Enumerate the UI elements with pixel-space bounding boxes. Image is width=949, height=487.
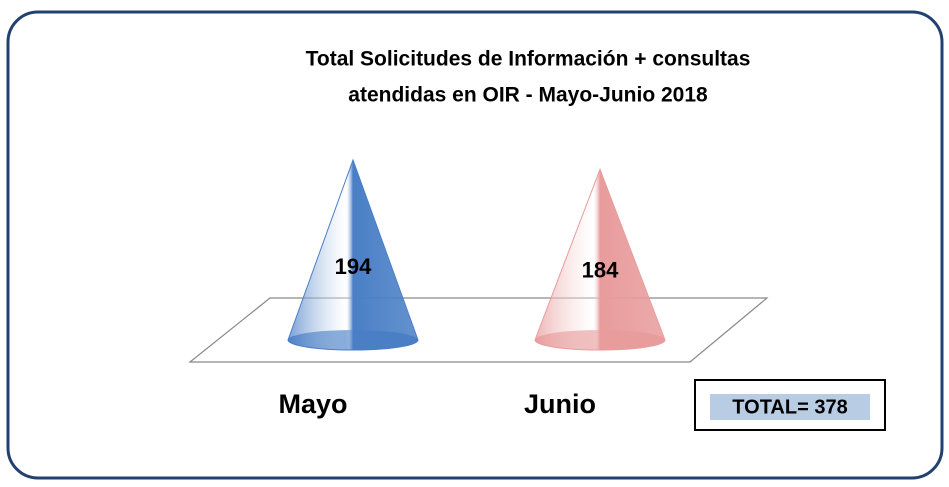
total-highlight	[710, 394, 870, 420]
x-tick-label: Junio	[524, 389, 596, 419]
value-label: 194	[335, 254, 372, 279]
x-tick-label: Mayo	[278, 389, 347, 419]
floor	[188, 297, 769, 363]
total-label: TOTAL= 378	[732, 396, 847, 418]
cone	[534, 167, 666, 351]
chart-title: atendidas en OIR - Mayo-Junio 2018	[348, 84, 708, 107]
value-label: 184	[582, 258, 619, 283]
cone	[287, 158, 419, 351]
chart-title: Total Solicitudes de Información + consu…	[306, 48, 751, 71]
